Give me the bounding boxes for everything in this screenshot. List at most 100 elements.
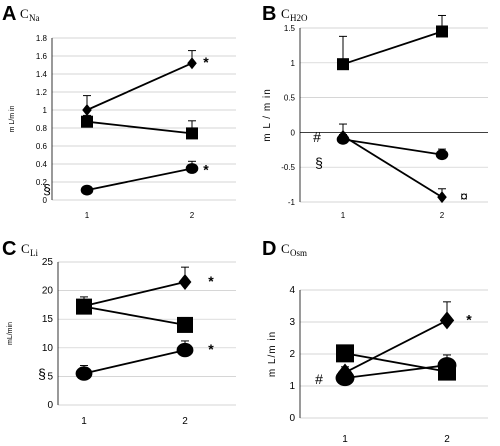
- x-tick-label: 1: [85, 211, 90, 220]
- series-line: [83, 281, 186, 307]
- y-axis-label: m L/m in: [9, 105, 16, 132]
- y-tick-label: 1.6: [36, 52, 48, 61]
- significance-marker: *: [466, 311, 472, 327]
- data-point-diamond: [437, 191, 447, 204]
- series-square: [81, 114, 198, 140]
- series-line: [342, 30, 443, 66]
- y-tick-label: 1.5: [284, 24, 296, 33]
- y-tick-label: 0: [289, 413, 295, 424]
- series-circle: [75, 340, 194, 381]
- series-square: [76, 298, 193, 333]
- y-tick-label: 4: [289, 285, 295, 296]
- series-line: [344, 352, 448, 373]
- y-tick-label: 20: [42, 286, 54, 297]
- y-tick-label: 15: [42, 314, 54, 325]
- significance-marker: *: [208, 273, 214, 289]
- significance-marker: *: [203, 162, 209, 178]
- series-line: [342, 135, 443, 198]
- y-tick-label: 0: [291, 128, 296, 137]
- y-tick-label: 1: [43, 106, 48, 115]
- series-circle: [335, 354, 457, 387]
- data-point-circle: [176, 342, 194, 358]
- significance-marker: #: [313, 129, 321, 145]
- data-point-circle: [435, 149, 449, 161]
- data-point-diamond: [439, 311, 455, 330]
- y-tick-label: 5: [47, 371, 53, 382]
- y-tick-label: 10: [42, 343, 54, 354]
- data-point-circle: [437, 357, 457, 374]
- series-line: [86, 120, 193, 135]
- series-line: [344, 364, 448, 379]
- y-tick-label: 0.8: [36, 124, 48, 133]
- panel-title-subscript: Osm: [290, 248, 307, 258]
- x-tick-label: 1: [341, 211, 346, 220]
- significance-marker: §: [315, 154, 323, 170]
- y-axis-label: m L/m in: [267, 331, 278, 377]
- x-tick-label: 1: [81, 416, 87, 427]
- panel-title: C: [281, 241, 290, 256]
- panel-letter: B: [262, 3, 276, 25]
- panel-letter: C: [2, 238, 16, 260]
- significance-marker: ¤: [460, 188, 468, 204]
- panel-title-subscript: Na: [29, 13, 40, 23]
- y-tick-label: 1: [289, 381, 295, 392]
- data-point-square: [436, 25, 448, 38]
- y-tick-label: 0.6: [36, 142, 48, 151]
- data-point-square: [336, 344, 354, 363]
- y-tick-label: 1: [291, 59, 296, 68]
- x-tick-label: 2: [444, 434, 450, 445]
- significance-marker: #: [315, 371, 323, 387]
- data-point-square: [337, 58, 349, 71]
- panel-title-subscript: H2O: [290, 13, 308, 23]
- data-point-square: [186, 127, 198, 140]
- y-tick-label: 1.4: [36, 70, 48, 79]
- series-diamond: [338, 123, 447, 204]
- panel-title: C: [20, 6, 29, 21]
- y-tick-label: -1: [288, 198, 296, 207]
- panel-letter: A: [2, 3, 16, 25]
- panel-title: C: [281, 6, 290, 21]
- data-point-diamond: [178, 274, 192, 291]
- series-line: [344, 319, 448, 374]
- panel-title-subscript: Li: [30, 248, 38, 258]
- data-point-diamond: [82, 104, 92, 116]
- significance-marker: *: [208, 341, 214, 357]
- significance-marker: §: [38, 366, 46, 382]
- x-tick-label: 2: [182, 416, 188, 427]
- panel-b: B C H2O -1 -0.5 0 0.5 1 1.5 m L / m in 1 2 # § ¤: [262, 3, 488, 220]
- data-point-square: [177, 316, 193, 333]
- y-tick-label: 3: [289, 317, 295, 328]
- y-tick-label: 25: [42, 257, 54, 268]
- series-line: [342, 138, 443, 156]
- y-tick-label: -0.5: [281, 163, 295, 172]
- significance-marker: §: [43, 181, 51, 197]
- data-point-square: [81, 115, 93, 128]
- y-axis-label: m L / m in: [262, 88, 273, 142]
- series-line: [83, 349, 186, 375]
- x-tick-label: 1: [342, 434, 348, 445]
- series-circle: [336, 133, 449, 161]
- series-line: [83, 305, 186, 326]
- y-tick-label: 0.2: [36, 178, 48, 187]
- series-circle: [80, 160, 199, 196]
- y-tick-label: 0: [47, 400, 53, 411]
- data-point-circle: [75, 366, 93, 381]
- panel-a: A C Na 0 0.2 0.4 0.6 0.8 1 1.2 1.4 1.6 1.8 m L/m in 1 2…: [2, 3, 236, 220]
- panel-d: D C Osm 0 1 2 3 4 m L/m in 1 2 * #: [262, 238, 488, 445]
- x-tick-label: 2: [440, 211, 445, 220]
- y-tick-label: 1.2: [36, 88, 48, 97]
- series-line: [86, 167, 193, 191]
- series-square: [337, 14, 448, 71]
- significance-marker: *: [203, 54, 209, 70]
- data-point-square: [76, 298, 92, 315]
- y-axis-label: mL/min: [7, 322, 14, 345]
- series-line: [86, 62, 193, 111]
- data-point-circle: [80, 184, 94, 196]
- data-point-diamond: [187, 57, 197, 70]
- data-point-circle: [335, 369, 355, 387]
- y-tick-label: 0.4: [36, 160, 48, 169]
- panel-letter: D: [262, 238, 276, 260]
- y-tick-label: 0: [43, 196, 48, 205]
- data-point-circle: [185, 163, 199, 174]
